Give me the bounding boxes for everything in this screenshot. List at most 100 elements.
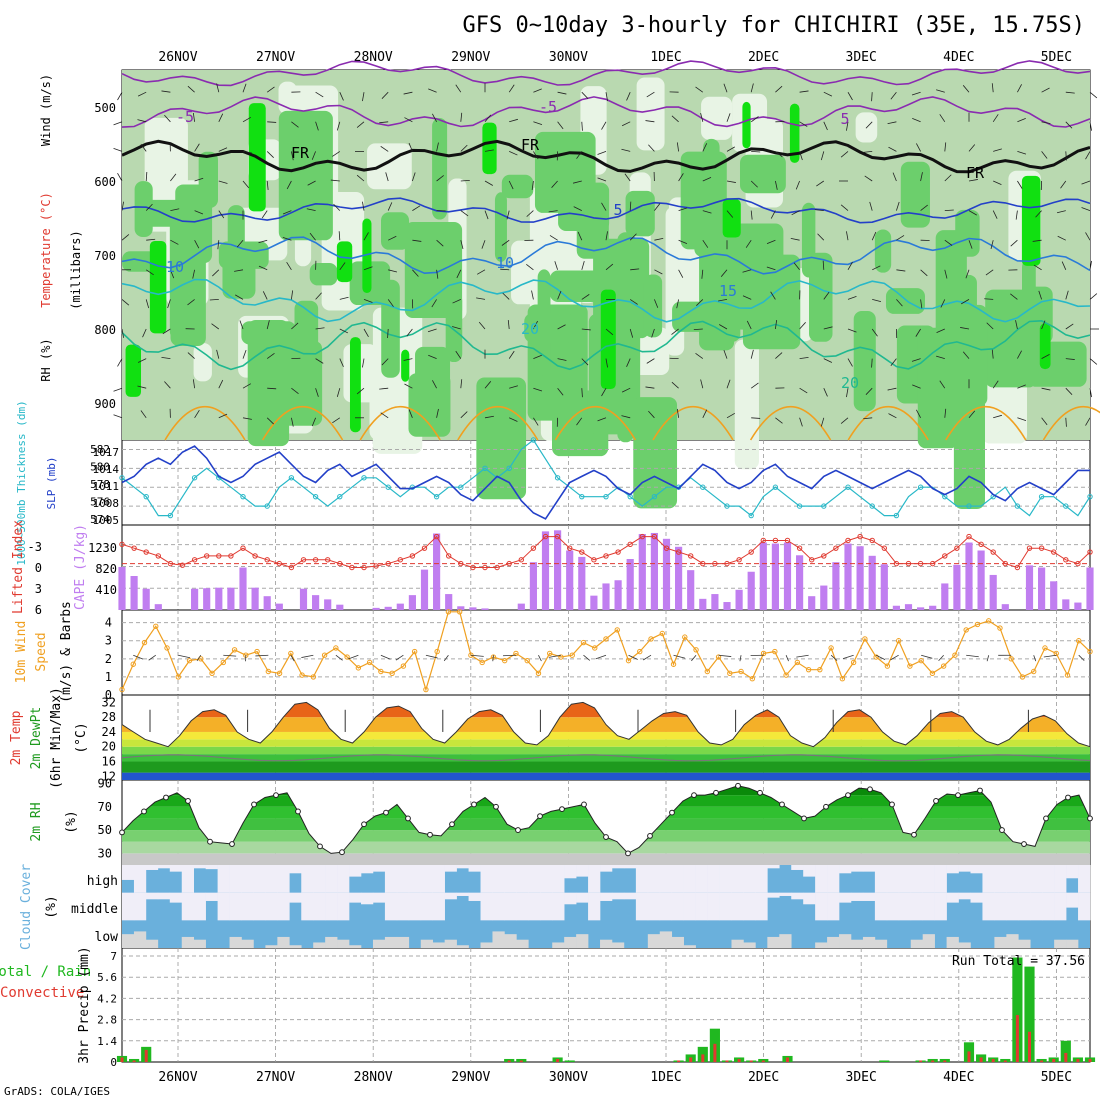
date-label-bottom: 3DEC <box>846 1070 877 1085</box>
low-cloud-clear <box>337 940 349 948</box>
middle-cloud-clear <box>146 893 158 900</box>
wind-tick-label: 2 <box>105 652 112 666</box>
middle-cloud-clear <box>194 893 206 921</box>
high-cloud-clear <box>947 865 959 873</box>
rh-point <box>890 802 895 807</box>
cape-bar <box>554 530 561 610</box>
middle-cloud-clear <box>1006 893 1018 921</box>
middle-cloud-clear <box>1030 893 1042 921</box>
high-cloud-clear <box>469 865 481 872</box>
middle-cloud-clear <box>970 893 982 903</box>
high-cloud-clear <box>767 865 779 868</box>
precip-convective-bar <box>968 1051 971 1062</box>
high-cloud-clear <box>253 865 265 893</box>
middle-cloud-clear <box>755 893 767 921</box>
middle-cloud-clear <box>504 893 516 921</box>
slp-axis-label: SLP (mb) <box>45 457 58 510</box>
precip-convective-bar <box>713 1044 716 1062</box>
low-cloud-clear <box>516 940 528 948</box>
surface-wind-barb <box>255 655 268 656</box>
middle-cloud-clear <box>289 893 301 903</box>
high-cloud-clear <box>1054 865 1066 893</box>
rh-point <box>1066 795 1071 800</box>
rh-axis-label: RH (%) <box>39 338 53 381</box>
middle-cloud-clear <box>265 893 277 921</box>
rh-saturated-patch <box>337 241 352 282</box>
surface-wind-barb <box>796 655 808 657</box>
temp-unit-label: (°C) <box>74 722 89 753</box>
rh-point <box>186 799 191 804</box>
precip-convective-bar <box>1016 1015 1019 1062</box>
li-tick-label: 6 <box>35 603 42 617</box>
wind-barb <box>1090 294 1097 300</box>
middle-cloud-clear <box>158 893 170 900</box>
cape-bar <box>784 543 791 610</box>
high-cloud-clear <box>421 865 433 893</box>
low-cloud-clear <box>445 940 457 948</box>
wind-barb <box>118 92 123 100</box>
precip-convective-bar <box>556 1059 559 1062</box>
high-cloud-clear <box>1066 865 1078 878</box>
rh-point <box>714 790 719 795</box>
rh-moist-patch <box>901 162 930 228</box>
cape-bar <box>1062 599 1069 610</box>
middle-cloud-clear <box>277 893 289 921</box>
middle-cloud-clear <box>815 893 827 921</box>
temp-color-band <box>122 695 1090 717</box>
low-cloud-clear <box>194 940 206 948</box>
wind-barb <box>114 415 122 418</box>
middle-cloud-clear <box>433 893 445 921</box>
middle-cloud-clear <box>301 893 313 921</box>
low-cloud-clear <box>492 931 504 948</box>
millibars-axis-label: (millibars) <box>69 230 83 309</box>
surface-wind-barb <box>1044 655 1056 657</box>
date-label-bottom: 4DEC <box>943 1070 974 1085</box>
rh-saturated-patch <box>401 350 409 382</box>
middle-cloud-clear <box>469 893 481 901</box>
cape-bar <box>215 588 222 610</box>
rh-moist-patch <box>502 175 534 199</box>
cape-bar <box>1038 568 1045 611</box>
cloud-axis-label: Cloud Cover <box>19 864 34 950</box>
precip-tick-label: 4.2 <box>97 992 117 1005</box>
high-cloud-clear <box>851 865 863 872</box>
wind-tick-label: 4 <box>105 616 112 630</box>
pressure-tick-label: 900 <box>94 397 116 411</box>
middle-cloud-clear <box>839 893 851 903</box>
cape-bar <box>227 588 234 610</box>
surface-wind-barb <box>149 655 156 660</box>
isotherm-label: -5 <box>176 108 194 126</box>
low-cloud-clear <box>564 937 576 948</box>
middle-cloud-clear <box>242 893 254 921</box>
precip-convective-bar <box>980 1057 983 1062</box>
pressure-tick-label: 600 <box>94 175 116 189</box>
middle-cloud-clear <box>516 893 528 921</box>
isotherm-label: 10 <box>496 254 514 272</box>
middle-cloud-clear <box>1042 893 1054 921</box>
surface-wind-barb <box>966 655 979 657</box>
pressure-tick-label: 800 <box>94 323 116 337</box>
middle-cloud-clear <box>1054 893 1066 921</box>
low-cloud-clear <box>911 940 923 948</box>
high-cloud-clear <box>708 865 720 893</box>
surface-wind-barb <box>301 655 313 657</box>
precip-convective-bar <box>1040 1060 1043 1062</box>
surface-wind-barb <box>939 655 944 661</box>
middle-cloud-clear <box>660 893 672 921</box>
middle-cloud-clear <box>588 893 600 921</box>
rh-point <box>868 787 873 792</box>
high-cloud-clear <box>433 865 445 893</box>
precip-convective-bar <box>943 1060 946 1062</box>
high-cloud-clear <box>361 865 373 873</box>
precip-convective-bar <box>1064 1053 1067 1062</box>
cape-bar <box>675 547 682 610</box>
cape-bar <box>397 604 404 610</box>
precip-convective-bar <box>677 1060 680 1062</box>
date-label-bottom: 2DEC <box>748 1070 779 1085</box>
low-cloud-clear <box>779 934 791 948</box>
rh-dry-patch <box>370 366 385 439</box>
low-cloud-clear <box>612 942 624 948</box>
cape-bar <box>615 580 622 610</box>
middle-cloud-clear <box>253 893 265 921</box>
